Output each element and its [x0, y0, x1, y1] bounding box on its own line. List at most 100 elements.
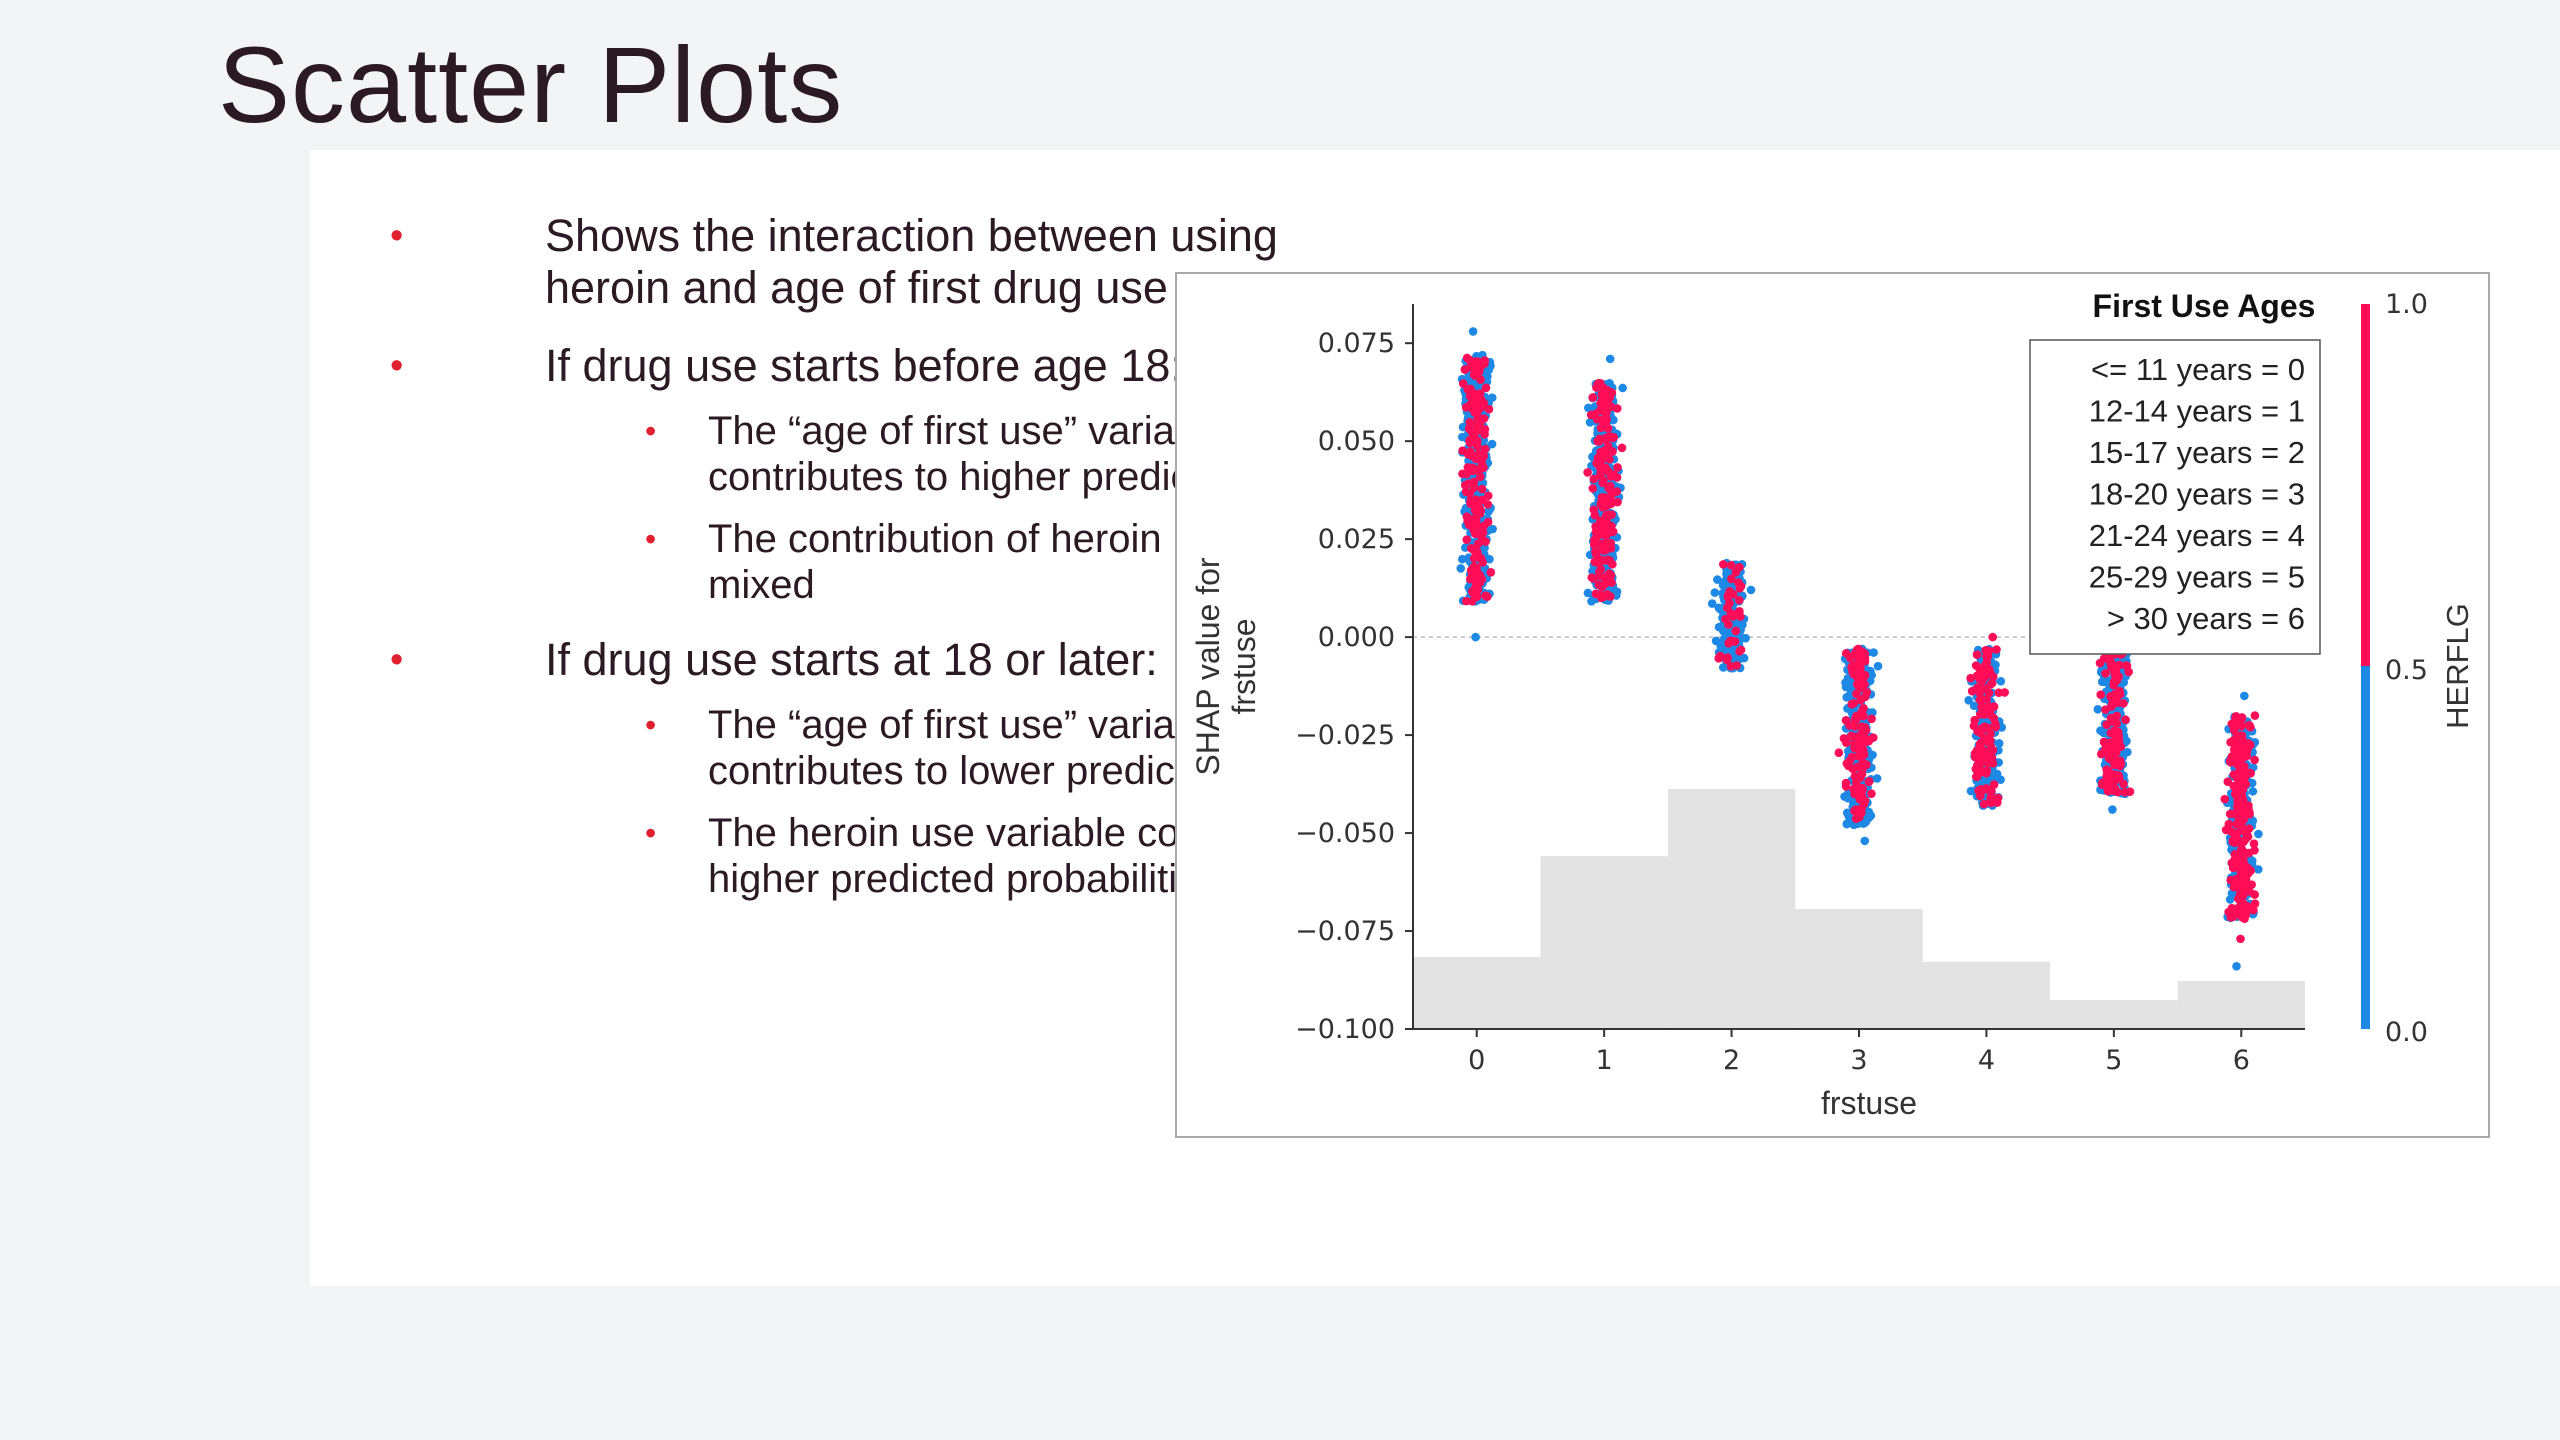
- y-tick-label: −0.075: [1295, 916, 1395, 947]
- scatter-point: [1989, 780, 1999, 789]
- x-tick-label: 6: [2233, 1045, 2250, 1076]
- scatter-point: [2115, 686, 2124, 696]
- scatter-point: [1480, 430, 1489, 439]
- scatter-point: [1967, 686, 1977, 696]
- scatter-point: [2110, 743, 2119, 752]
- scatter-point: [1481, 591, 1490, 600]
- scatter-point: [1591, 522, 1600, 531]
- scatter-point: [1855, 794, 1865, 804]
- scatter-point: [1465, 355, 1474, 365]
- scatter-point: [1986, 680, 1995, 689]
- legend-entry: 12-14 years = 1: [2089, 394, 2305, 429]
- scatter-point: [1984, 702, 1994, 711]
- scatter-point: [2238, 899, 2248, 908]
- scatter-point: [1724, 620, 1733, 629]
- scatter-point: [1867, 789, 1876, 798]
- scatter-point: [1727, 574, 1736, 584]
- scatter-point: [1588, 484, 1598, 493]
- scatter-point: [2112, 711, 2122, 721]
- scatter-point: [2245, 808, 2254, 817]
- scatter-point: [1607, 388, 1617, 398]
- scatter-point: [1856, 695, 1865, 705]
- bullet-dot: •: [645, 521, 657, 557]
- y-tick-label: −0.100: [1295, 1014, 1395, 1045]
- slide-title: Scatter Plots: [218, 24, 844, 145]
- scatter-point: [1966, 786, 1976, 796]
- scatter-point: [1606, 496, 1615, 505]
- scatter-point: [1456, 564, 1466, 573]
- scatter-point: [1605, 354, 1615, 364]
- scatter-point: [1605, 481, 1615, 491]
- legend-box: [2029, 339, 2321, 655]
- scatter-point: [1473, 539, 1483, 549]
- scatter-point: [2097, 780, 2107, 790]
- scatter-point: [2227, 752, 2237, 761]
- scatter-point: [1858, 758, 1867, 768]
- scatter-point: [1462, 469, 1471, 479]
- scatter-point: [1584, 403, 1593, 413]
- shap-scatter-chart: 0.075 0.050 0.025 0.000 −0.025 −0.050 −0.075 −0…: [1175, 272, 2490, 1138]
- scatter-point: [1988, 672, 1998, 682]
- scatter-point: [2233, 797, 2242, 807]
- scatter-point: [1585, 417, 1595, 427]
- scatter-point: [1986, 729, 1995, 739]
- scatter-point: [1480, 444, 1490, 454]
- scatter-point: [1987, 758, 1997, 768]
- scatter-point: [1868, 733, 1878, 742]
- scatter-point: [1466, 495, 1476, 505]
- scatter-point: [1613, 463, 1622, 472]
- scatter-point: [2101, 669, 2110, 678]
- scatter-point: [2229, 781, 2238, 791]
- sub-bullet-list: • The “age of first use” variable contrib…: [545, 702, 1390, 902]
- scatter-point: [1487, 393, 1497, 402]
- scatter-point: [1984, 646, 1994, 656]
- scatter-point: [2093, 705, 2103, 714]
- scatter-point: [1605, 521, 1615, 531]
- scatter-point: [2107, 702, 2116, 711]
- scatter-point: [1474, 572, 1484, 582]
- scatter-point: [1470, 514, 1480, 523]
- colorbar-label: HERFLG: [2440, 603, 2475, 729]
- scatter-point: [1718, 560, 1728, 569]
- scatter-point: [1457, 554, 1467, 564]
- scatter-point: [1860, 670, 1870, 680]
- x-tick-label: 2: [1723, 1045, 1740, 1076]
- scatter-point: [1598, 477, 1608, 487]
- scatter-point: [2104, 754, 2114, 763]
- scatter-point: [1851, 805, 1861, 815]
- scatter-point: [1483, 491, 1493, 501]
- scatter-point: [1469, 370, 1479, 380]
- scatter-point: [1715, 651, 1725, 661]
- x-tick-label: 0: [1468, 1045, 1485, 1076]
- colorbar-high: [2361, 304, 2370, 666]
- scatter-point: [2220, 794, 2230, 804]
- scatter-point: [2248, 787, 2258, 796]
- scatter-point: [1726, 560, 1736, 570]
- scatter-point: [1474, 449, 1484, 459]
- scatter-point: [1860, 734, 1870, 744]
- histogram-bar: [2050, 1000, 2178, 1029]
- scatter-point: [2236, 934, 2245, 944]
- scatter-point: [1594, 580, 1603, 590]
- scatter-point: [2104, 654, 2114, 664]
- scatter-point: [1467, 435, 1477, 444]
- colorbar-low: [2361, 666, 2370, 1029]
- scatter-point: [1458, 379, 1468, 388]
- scatter-point: [2240, 691, 2249, 701]
- scatter-point: [2237, 810, 2247, 820]
- scatter-point: [1993, 793, 2003, 803]
- y-axis-label: SHAP value forfrstuse: [1190, 557, 1262, 776]
- scatter-point: [1606, 571, 1616, 580]
- scatter-point: [1986, 710, 1996, 720]
- scatter-point: [1593, 453, 1603, 463]
- scatter-point: [1977, 729, 1986, 738]
- scatter-point: [1471, 632, 1480, 642]
- scatter-point: [1613, 497, 1622, 507]
- scatter-point: [1856, 769, 1866, 779]
- scatter-point: [1597, 493, 1607, 502]
- scatter-point: [2125, 787, 2135, 796]
- scatter-point: [1583, 468, 1592, 477]
- scatter-point: [2242, 830, 2252, 840]
- x-tick-label: 4: [1978, 1045, 1995, 1076]
- scatter-point: [2237, 713, 2247, 722]
